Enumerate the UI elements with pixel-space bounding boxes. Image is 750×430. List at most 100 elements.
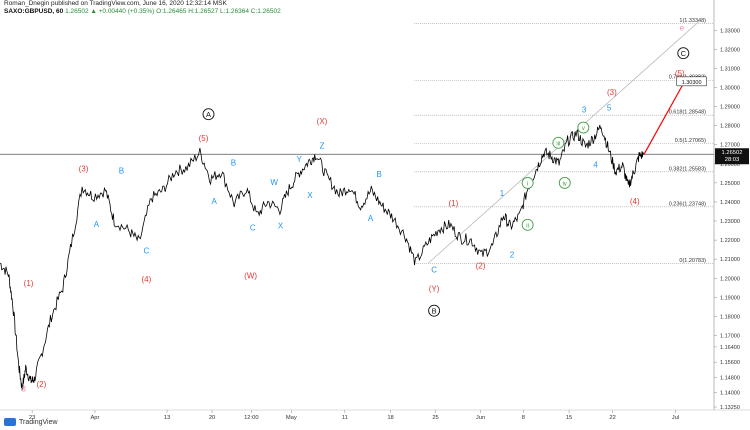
y-tick-label: 1.32000 <box>720 47 740 53</box>
wave-label: (1) <box>448 199 458 208</box>
y-tick-label: 1.25000 <box>720 181 740 187</box>
wave-label: (X) <box>317 117 328 126</box>
current-price-countdown: 28:03 <box>725 157 740 163</box>
wave-label: 5 <box>607 103 612 112</box>
circled-wave-label: ii <box>526 223 529 229</box>
circled-wave-marker <box>202 108 215 121</box>
y-tick-label: 1.14800 <box>720 375 740 381</box>
circled-wave-label: B <box>432 306 437 315</box>
tradingview-logo-icon <box>4 418 16 426</box>
wave-label: 4 <box>593 161 598 170</box>
x-tick-label: 11 <box>342 415 348 421</box>
wave-label: C <box>431 266 437 275</box>
y-tick-label: 1.31000 <box>720 66 740 72</box>
x-tick-label: 18 <box>387 415 393 421</box>
wave-label: (4) <box>630 197 640 206</box>
wave-label: B <box>231 159 236 168</box>
circled-wave-label: v <box>582 126 585 132</box>
y-tick-label: 1.19000 <box>720 295 740 301</box>
x-tick-label: 20 <box>209 415 215 421</box>
trend-line-layer: 1.30300 <box>428 20 707 264</box>
axes: 1.33000 1.32000 1.31000 1.30000 1.29000 1.280… <box>0 0 750 421</box>
current-price-value: 1.26502 <box>722 150 743 156</box>
circled-wave-marker <box>428 304 441 317</box>
footer: TradingView <box>4 418 58 426</box>
y-tick-label: 1.17000 <box>720 333 740 339</box>
y-tick-label: 1.15600 <box>720 360 740 366</box>
wave-label: X <box>278 222 284 231</box>
fib-level-label: 1(1.33348) <box>679 18 706 24</box>
circled-wave-marker <box>521 218 534 231</box>
x-tick-label: Jun <box>476 415 485 421</box>
x-tick-label: 13 <box>164 415 170 421</box>
projection-arrow-line <box>643 79 686 155</box>
x-tick-label: May <box>286 415 297 421</box>
x-tick-label: 23 <box>29 415 35 421</box>
x-tick-label: 8 <box>522 415 525 421</box>
circled-wave-label: i <box>527 181 528 187</box>
current-price-badge <box>715 148 749 165</box>
y-tick-label: 1.33000 <box>720 28 740 34</box>
y-tick-label: 1.21000 <box>720 257 740 263</box>
fib-level-label: 0.236(1.23748) <box>669 201 706 207</box>
circled-wave-marker <box>677 47 690 60</box>
y-tick-label: 1.29000 <box>720 105 740 111</box>
fib-level-label: 0.618(1.28548) <box>669 110 706 116</box>
y-tick-label: 1.23000 <box>720 219 740 225</box>
wave-label: (3) <box>79 164 89 173</box>
ohlc-values: 1.26502 ▲ +0.00440 (+0.35%) O:1.26465 H:… <box>65 8 281 15</box>
wave-label: 3 <box>582 105 587 114</box>
wave-labels: d (2) (1) (3) A B C (4) (5) A B C W X Y X (W) (X) Z B A C (Y) (… <box>21 23 690 394</box>
wave-label: (Y) <box>429 285 440 294</box>
y-tick-label: 1.26000 <box>720 162 740 168</box>
fibonacci-levels: 1(1.33348)0.764(1.30382)0.618(1.28548)0.… <box>0 18 714 264</box>
y-tick-label: 1.24000 <box>720 200 740 206</box>
wave-label: (5) <box>199 134 209 143</box>
price-line <box>0 124 645 391</box>
wave-label: W <box>270 178 278 187</box>
y-tick-label: 1.28000 <box>720 124 740 130</box>
x-tick-label: 22 <box>609 415 615 421</box>
wave-label: B <box>376 170 381 179</box>
target-box <box>676 76 707 87</box>
fib-level-label: 0.382(1.25583) <box>669 166 706 172</box>
publish-info: Roman_Dnegin published on TradingView.co… <box>4 0 227 7</box>
symbol-info: SAXO:GBPUSD, 60 1.26502 ▲ +0.00440 (+0.3… <box>4 8 281 15</box>
circled-wave-label: C <box>681 49 687 58</box>
wave-label: B <box>119 166 124 175</box>
wave-label: C <box>250 224 256 233</box>
y-tick-label: 1.13250 <box>720 405 740 411</box>
wave-label: (5) <box>675 69 685 78</box>
wave-label: d <box>21 385 25 394</box>
y-tick-label: 1.30000 <box>720 86 740 92</box>
circled-wave-marker <box>552 136 565 149</box>
footer-brand: TradingView <box>19 418 58 426</box>
wave-label: e <box>680 23 685 32</box>
circled-wave-label: iv <box>563 181 567 187</box>
wave-label: Y <box>296 155 302 164</box>
wave-label: Z <box>320 142 325 151</box>
y-tick-label: 1.20000 <box>720 276 740 282</box>
x-tick-label: Jul <box>672 415 679 421</box>
y-tick-label: 1.14000 <box>720 391 740 397</box>
fib-level-label: 0(1.20783) <box>679 258 706 264</box>
wave-label: (1) <box>24 279 34 288</box>
wave-label: (3) <box>607 88 617 97</box>
circled-wave-marker <box>521 176 534 189</box>
x-tick-label: 12:00 <box>244 415 259 421</box>
price-series <box>0 124 645 391</box>
x-tick-label: 15 <box>566 415 572 421</box>
wave-label: (2) <box>37 380 47 389</box>
y-tick-label: 1.27000 <box>720 143 740 149</box>
x-tick-label: Apr <box>90 415 99 421</box>
symbol-label: SAXO:GBPUSD, 60 <box>4 8 64 15</box>
circled-wave-label: iii <box>556 141 560 147</box>
y-tick-label: 1.16400 <box>720 345 740 351</box>
circled-wave-marker <box>577 121 590 134</box>
wave-label: 2 <box>510 250 515 259</box>
x-tick-label: 25 <box>432 415 438 421</box>
circled-wave-label: A <box>206 110 211 119</box>
wave-label: (W) <box>244 271 257 280</box>
wave-label: A <box>94 220 100 229</box>
